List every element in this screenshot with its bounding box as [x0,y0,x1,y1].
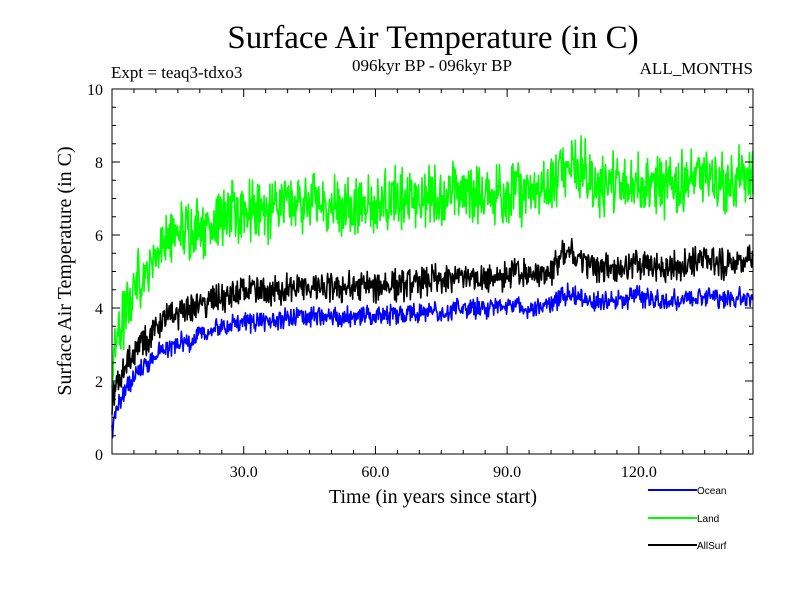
months-label: ALL_MONTHS [640,59,753,78]
period-label: 096kyr BP - 096kyr BP [352,56,512,75]
y-tick-label: 6 [95,228,103,245]
legend-label-allsurf: AllSurf [697,541,727,552]
x-tick-label: 30.0 [230,464,258,481]
x-tick-label: 120.0 [621,464,657,481]
legend-label-land: Land [697,514,719,525]
experiment-label: Expt = teaq3-tdxo3 [111,63,242,82]
y-tick-label: 0 [95,447,103,464]
series-line-ocean [111,282,754,439]
legend-label-ocean: Ocean [697,486,726,497]
x-tick-label: 60.0 [361,464,389,481]
y-tick-label: 2 [95,374,103,391]
y-tick-label: 10 [87,82,103,99]
y-axis-label: Surface Air Temperature (in C) [54,146,76,395]
series-line-allsurf [111,237,754,415]
chart-title: Surface Air Temperature (in C) [227,20,638,56]
y-tick-label: 4 [95,301,103,318]
series-layer [111,135,754,439]
series-line-land [111,135,754,388]
x-axis-label: Time (in years since start) [329,486,537,508]
ticks-layer: 0 2 4 6 8 10 30.0 60.0 90.0 120.0 [87,82,753,481]
x-tick-label: 90.0 [493,464,521,481]
legend: Ocean Land AllSurf [648,486,727,552]
y-tick-label: 8 [95,155,103,172]
